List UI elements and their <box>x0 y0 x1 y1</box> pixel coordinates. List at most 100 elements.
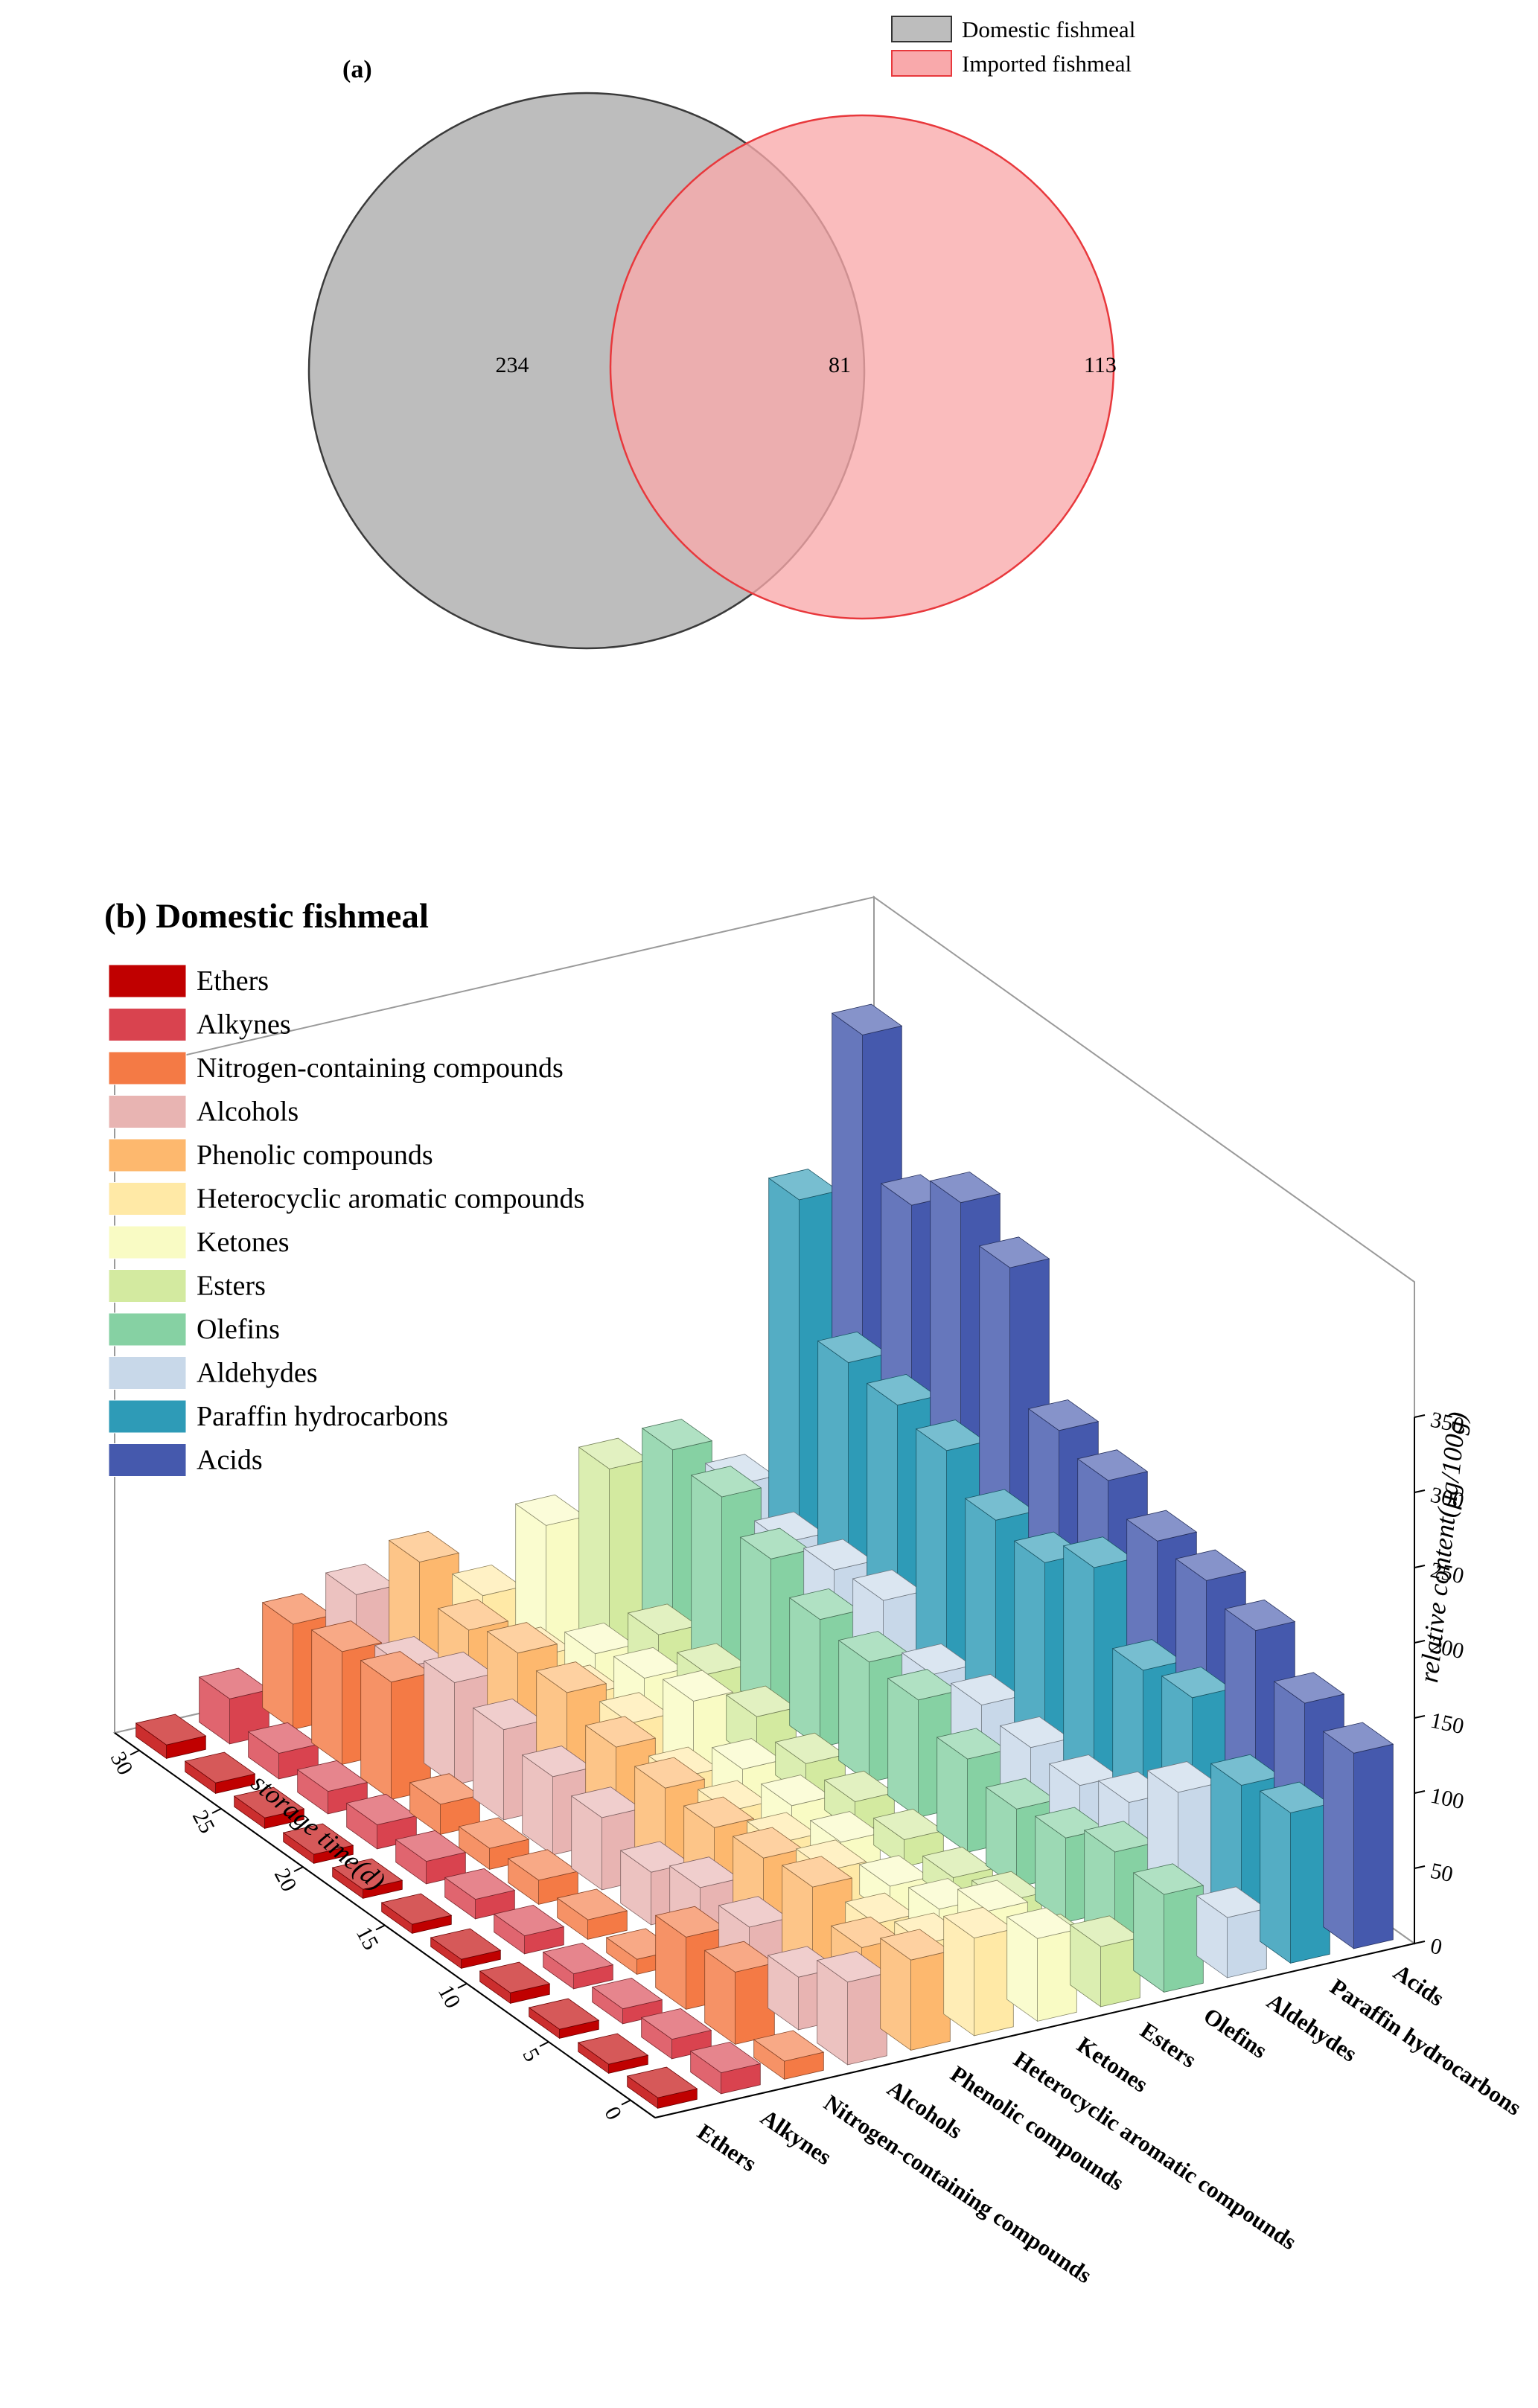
x-tick-30 <box>130 1749 140 1756</box>
bar-top-face <box>1132 1863 1204 1895</box>
bar-top-face <box>795 1839 867 1871</box>
bar-top-face <box>360 1651 432 1683</box>
z-tick-50 <box>1414 1865 1426 1869</box>
bar-top-face <box>556 1888 628 1920</box>
legend-label-olefins: Olefins <box>197 1314 280 1345</box>
bar-top-face <box>310 1620 383 1652</box>
bar-top-face <box>325 1563 397 1595</box>
legend-swatch-heterocyclic-aromatic-compounds <box>108 1182 187 1216</box>
category-label-olefins: Olefins <box>1199 2002 1272 2063</box>
bar-top-face <box>1069 1915 1141 1947</box>
category-label-ethers: Ethers <box>693 2118 762 2177</box>
bar-top-face <box>802 1539 875 1571</box>
bar-top-face <box>458 1817 530 1849</box>
bar-top-face <box>599 1692 671 1724</box>
bar-top-face <box>985 1778 1057 1810</box>
venn-panel-label: (a) <box>342 56 372 83</box>
legend-swatch-domestic <box>891 16 952 42</box>
bar-top-face <box>409 1773 481 1805</box>
bar-top-face <box>507 1849 579 1881</box>
bar-top-face <box>689 2041 762 2074</box>
bar-top-face <box>1062 1536 1135 1568</box>
bar-alkynes-day-12 <box>493 1904 565 1955</box>
z-tick-label-0: 0 <box>1429 1934 1445 1960</box>
bar-nitrogen-containing-compounds-day-3 <box>703 1941 776 2045</box>
bar-top-face <box>957 1880 1029 1912</box>
bar-top-face <box>964 1489 1036 1521</box>
bar-top-face <box>1210 1754 1282 1786</box>
bar-heterocyclic-aromatic-compounds-day-0 <box>942 1906 1015 2037</box>
bar-esters-day-0 <box>1069 1915 1141 2008</box>
x-tick-label-5: 5 <box>517 2044 544 2066</box>
bar-top-face <box>753 2030 825 2062</box>
bar-top-face <box>887 1669 959 1701</box>
legend-swatch-nitrogen-containing-compounds <box>108 1051 187 1085</box>
bar-top-face <box>1027 1399 1100 1431</box>
legend-label-domestic: Domestic fishmeal <box>962 16 1135 42</box>
legend-swatch-olefins <box>108 1312 187 1347</box>
bar-ketones-day-0 <box>1006 1907 1078 2022</box>
bar-top-face <box>282 1823 354 1855</box>
bar-left-face <box>1323 1731 1354 1949</box>
bar-alkynes-day-30 <box>198 1667 270 1745</box>
z-tick-label-50: 50 <box>1429 1859 1455 1888</box>
legend-label-acids: Acids <box>197 1445 263 1476</box>
bar-top-face <box>444 1868 516 1900</box>
x-tick-label-25: 25 <box>188 1806 220 1837</box>
x-tick-10 <box>457 1982 468 1989</box>
bar-top-face <box>535 1661 607 1693</box>
bar-top-face <box>578 1437 650 1469</box>
bar-paraffin-hydrocarbons-day-0 <box>1259 1781 1331 1964</box>
bar-left-face <box>887 1677 919 1818</box>
x-tick-label-15: 15 <box>351 1923 383 1954</box>
chart-title: (b) Domestic fishmeal <box>104 897 429 936</box>
bar-left-face <box>789 1597 820 1748</box>
bar-top-face <box>669 1856 741 1888</box>
bar-ethers-day-9 <box>479 1961 551 2005</box>
x-tick-label-0: 0 <box>599 2103 626 2124</box>
bar-top-face <box>584 1716 657 1748</box>
bar-top-face <box>570 1786 642 1818</box>
bar-top-face <box>978 1236 1050 1268</box>
legend-label-phenolic-compounds: Phenolic compounds <box>197 1140 433 1171</box>
bar-top-face <box>634 1757 706 1789</box>
bar-top-face <box>395 1830 467 1862</box>
bar-top-face <box>345 1793 418 1825</box>
bar-top-face <box>879 1929 951 1961</box>
category-label-acids: Acids <box>1389 1959 1449 2011</box>
bar-top-face <box>1126 1510 1198 1542</box>
legend-swatch-phenolic-compounds <box>108 1138 187 1172</box>
bar-top-face <box>942 1906 1015 1939</box>
legend-label-ethers: Ethers <box>197 965 269 997</box>
bar-ethers-day-27 <box>184 1751 256 1795</box>
bar-top-face <box>451 1564 523 1597</box>
category-label-esters: Esters <box>1136 2017 1202 2073</box>
bar-alkynes-day-0 <box>689 2041 762 2095</box>
legend-swatch-paraffin-hydrocarbons <box>108 1399 187 1434</box>
bar-top-face <box>380 1893 453 1925</box>
legend-label-aldehydes: Aldehydes <box>197 1358 318 1389</box>
bar-top-face <box>388 1530 460 1562</box>
legend-label-paraffin-hydrocarbons: Paraffin hydrocarbons <box>197 1401 448 1432</box>
bar-top-face <box>711 1738 783 1770</box>
z-tick-200 <box>1414 1640 1426 1644</box>
bar-top-face <box>542 1942 614 1975</box>
legend-label-ketones: Ketones <box>197 1227 290 1258</box>
x-tick-label-30: 30 <box>106 1748 138 1779</box>
bar-top-face <box>718 1896 790 1928</box>
bar-top-face <box>1175 1549 1247 1581</box>
legend-swatch-esters <box>108 1269 187 1303</box>
bar-top-face <box>768 1169 840 1201</box>
bar-top-face <box>1273 1672 1345 1704</box>
legend-swatch-alkynes <box>108 1008 187 1041</box>
bar-top-face <box>950 1673 1022 1706</box>
bar-top-face <box>1161 1667 1233 1699</box>
bar-top-face <box>781 1856 853 1888</box>
bar-top-face <box>690 1466 762 1498</box>
bar-top-face <box>1111 1639 1184 1671</box>
bar-top-face <box>739 1527 811 1559</box>
legend-swatch-ethers <box>108 964 187 998</box>
bar-phenolic-compounds-day-0 <box>879 1929 951 2051</box>
bar-top-face <box>746 1812 818 1844</box>
